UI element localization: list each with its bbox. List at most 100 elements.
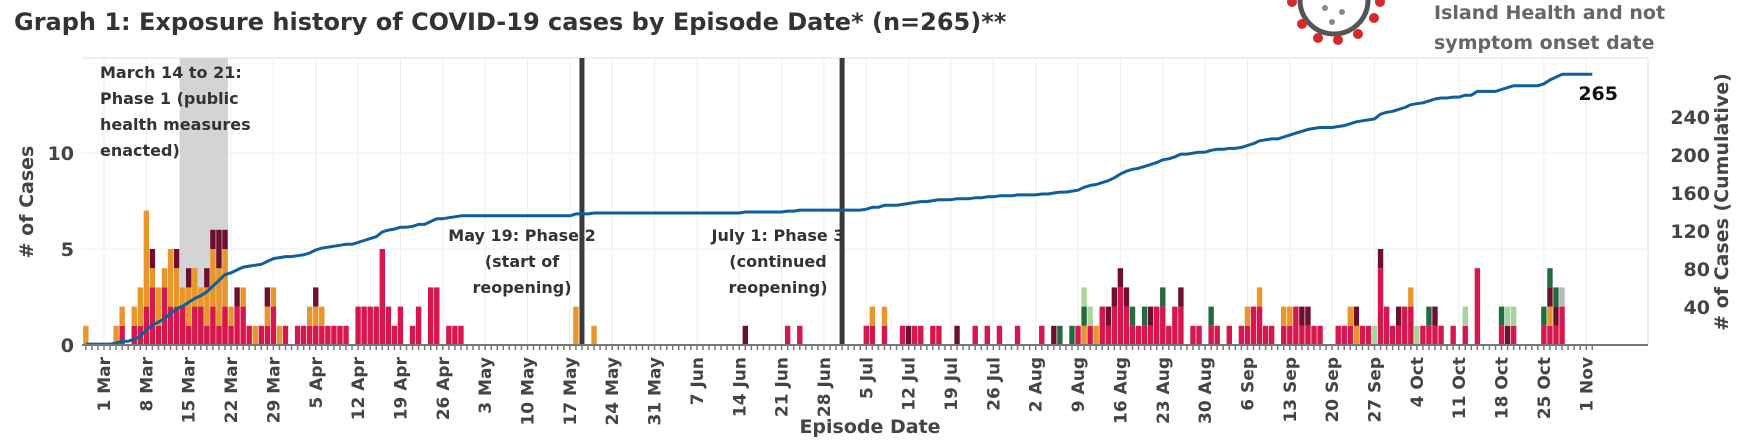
bar-segment: [434, 287, 440, 345]
bar-segment: [1547, 325, 1553, 345]
x-tick-label: 12 Jul: [900, 357, 920, 411]
x-tick-label: 15 Mar: [180, 356, 200, 423]
bar-segment: [325, 325, 331, 345]
bar-segment: [954, 325, 960, 345]
bar-segment: [1510, 325, 1517, 345]
bar-segment: [161, 268, 168, 288]
bar-segment: [1462, 306, 1468, 326]
bar-segment: [385, 306, 392, 345]
bar-segment: [1178, 306, 1184, 345]
bar-segment: [1105, 325, 1111, 345]
bar-segment: [742, 325, 748, 345]
bar-segment: [137, 287, 143, 326]
bar-segment: [1559, 306, 1565, 345]
bar-segment: [912, 325, 918, 345]
x-tick-label: 10 May: [519, 357, 539, 426]
x-tick-label: 26 Apr: [434, 356, 454, 420]
y2-tick-label: 160: [1670, 183, 1710, 205]
bar-segment: [367, 306, 373, 345]
bar-segment: [1057, 325, 1063, 345]
bar-segment: [210, 306, 216, 345]
bar-segment: [1541, 325, 1547, 345]
bar-segment: [186, 287, 192, 326]
x-tick-label: 28 Jun: [815, 357, 835, 417]
bar-segment: [186, 325, 192, 345]
phase-annotation-line: (continued: [729, 252, 826, 271]
x-tick-label: 1 Nov: [1577, 357, 1597, 412]
bar-segment: [1408, 287, 1414, 307]
bar-segment: [1341, 325, 1347, 345]
bar-segment: [113, 325, 119, 345]
bar-segment: [930, 325, 936, 345]
bar-segment: [1214, 325, 1220, 345]
x-tick-label: 19 Apr: [391, 356, 411, 420]
bar-segment: [905, 325, 912, 345]
bar-segment: [1305, 325, 1311, 345]
bar-segment: [428, 287, 434, 345]
x-tick-label: 16 Aug: [1111, 357, 1131, 424]
phase-annotation-line: July 1: Phase 3: [711, 226, 845, 245]
phase2-annotation: May 19: Phase 2 (start of reopening): [448, 226, 595, 297]
bar-segment: [1396, 306, 1402, 326]
bar-segment: [1299, 306, 1305, 326]
x-tick-label: 7 Jun: [688, 357, 708, 405]
y2-tick-label: 120: [1670, 221, 1710, 243]
bar-segment: [131, 325, 137, 345]
x-tick-label: 23 Aug: [1154, 357, 1174, 424]
bar-segment: [167, 249, 174, 307]
bar-segment: [300, 325, 307, 345]
bar-segment: [1474, 268, 1481, 345]
x-tick-label: 1 Mar: [95, 356, 115, 411]
bar-segment: [198, 306, 204, 345]
phase-annotation-line: May 19: Phase 2: [448, 226, 595, 245]
bar-segment: [173, 268, 180, 307]
bar-segment: [1371, 325, 1378, 345]
x-tick-label: 12 Apr: [349, 356, 369, 420]
bar-segment: [343, 325, 349, 345]
bar-segment: [1450, 325, 1456, 345]
bar-segment: [313, 306, 319, 326]
bar-segment: [1111, 287, 1118, 307]
bar-segment: [936, 325, 942, 345]
bar-segment: [1111, 306, 1118, 345]
x-tick-label: 17 May: [561, 357, 581, 426]
bar-segment: [1093, 325, 1099, 345]
bar-segment: [1238, 325, 1245, 345]
x-tick-label: 22 Mar: [222, 356, 242, 423]
footnote-line-1: Island Health and not: [1434, 2, 1666, 24]
bar-segment: [216, 268, 222, 326]
x-axis-title: Episode Date: [799, 416, 940, 438]
bar-segment: [1462, 325, 1468, 345]
bar-segment: [234, 306, 240, 345]
bar-segment: [1117, 268, 1124, 288]
bar-segment: [331, 325, 337, 345]
x-tick-label: 9 Aug: [1069, 357, 1089, 412]
bar-segment: [216, 229, 222, 269]
x-tick-label: 2 Aug: [1027, 357, 1047, 412]
bar-segment: [143, 306, 150, 345]
bar-segment: [1147, 325, 1154, 345]
bar-segment: [881, 325, 888, 345]
x-tick-label: 19 Jul: [942, 357, 962, 411]
x-tick-label: 21 Jun: [773, 357, 793, 417]
bar-segment: [1547, 268, 1553, 288]
bar-segment: [446, 325, 452, 345]
bar-segment: [167, 306, 174, 345]
bar-segment: [1208, 306, 1214, 326]
cumulative-end-label: 265: [1578, 83, 1618, 105]
x-tick-label: 14 Jun: [730, 357, 750, 417]
labels-layer: 265 March 14 to 21: Phase 1 (public health …: [100, 63, 1618, 297]
bar-segment: [415, 306, 422, 345]
bar-segment: [361, 306, 367, 345]
bar-segment: [1129, 306, 1136, 326]
bar-segment: [1414, 325, 1420, 345]
bar-segment: [246, 325, 252, 345]
phase-annotation-line: reopening): [728, 278, 827, 297]
bar-segment: [222, 249, 228, 307]
bar-segment: [149, 287, 156, 345]
bar-segment: [204, 287, 210, 326]
bar-segment: [452, 325, 458, 345]
bar-segment: [83, 325, 89, 345]
bar-segment: [119, 306, 125, 326]
bar-segment: [1099, 306, 1105, 345]
